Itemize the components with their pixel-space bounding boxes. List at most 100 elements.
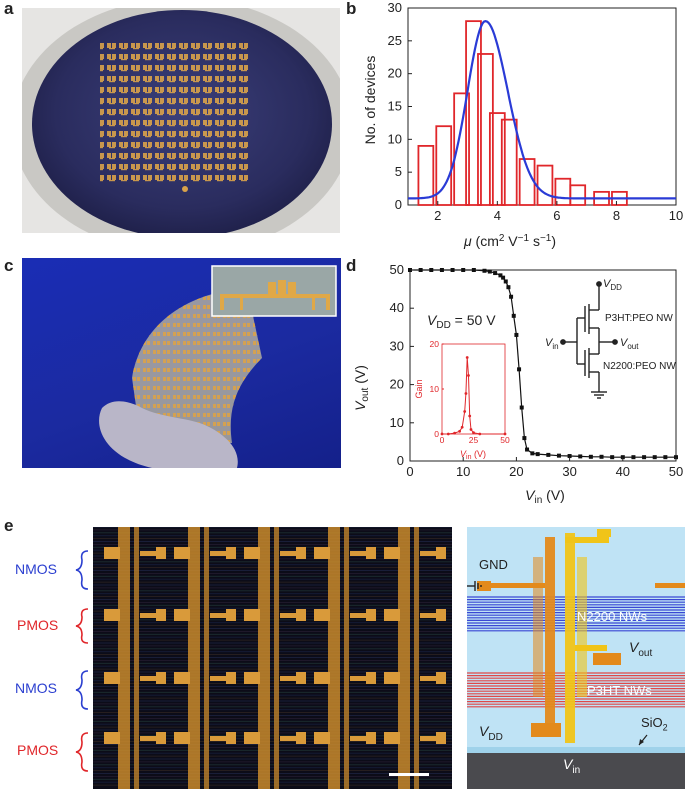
transfer-curve-point <box>663 455 668 460</box>
transfer-curve-point <box>471 268 476 272</box>
chart-d-xtick-label: 50 <box>669 464 683 479</box>
schematic-illustration <box>467 529 685 789</box>
wafer-photo <box>22 8 340 233</box>
inset-xtick-label: 0 <box>440 435 445 445</box>
inset-xtick-label: 25 <box>469 435 479 445</box>
panel-letter-a: a <box>4 0 14 18</box>
circuit-vdd-label: VDD <box>603 278 622 292</box>
panel-e-row-labels: NMOS PMOS NMOS PMOS <box>0 525 100 785</box>
row-braces <box>75 550 89 772</box>
chart-d-xtick-label: 20 <box>509 464 523 479</box>
chart-b-ytick-label: 25 <box>388 33 402 48</box>
chart-b-xtick-label: 8 <box>613 208 620 223</box>
chart-d-ytick-label: 20 <box>390 377 404 392</box>
transfer-curve-point <box>517 367 522 372</box>
chart-b-ytick-label: 15 <box>388 99 402 114</box>
inset-frame <box>441 343 506 435</box>
flexible-device-illustration <box>99 265 337 468</box>
chart-d-xtick-label: 10 <box>456 464 470 479</box>
chart-b-xtick-label: 2 <box>434 208 441 223</box>
gain-curve-point <box>468 414 472 418</box>
chart-d-xtick-label: 30 <box>562 464 576 479</box>
gaussian-fit-line <box>408 19 676 200</box>
transfer-curve-point <box>631 455 636 460</box>
transfer-curve-point <box>493 271 498 276</box>
schematic-vout-label: Vout <box>629 639 653 659</box>
inverter-circuit <box>560 281 618 399</box>
gain-curve-point <box>446 432 450 436</box>
row-label-nmos-1: NMOS <box>15 561 57 577</box>
chart-b-ytick-label: 20 <box>388 66 402 81</box>
transfer-curve-point <box>525 447 530 452</box>
inset-ytick-label: 0 <box>434 429 439 439</box>
chart-b-xlabel: μ (cm2 V−1 s−1) <box>463 233 556 249</box>
circuit-top-label: P3HT:PEO NW <box>605 313 673 324</box>
histogram-bar <box>453 92 470 206</box>
inset-ytick-label: 20 <box>430 339 440 349</box>
circuit-bottom-label: N2200:PEO NW <box>603 361 676 372</box>
transfer-curve-point <box>535 452 540 457</box>
transfer-curve-point <box>418 268 423 272</box>
row-label-pmos-1: PMOS <box>17 617 59 633</box>
transfer-curve-point <box>509 294 514 299</box>
histogram-bar <box>500 118 518 206</box>
gain-curve-point <box>465 356 469 359</box>
transfer-curve-point <box>556 453 561 458</box>
histogram-bar <box>477 53 494 206</box>
panel-letter-e: e <box>4 516 14 535</box>
chart-d-xtick-label: 40 <box>616 464 630 479</box>
wafer-illustration <box>22 8 340 233</box>
circuit-vout-label: Vout <box>620 337 639 351</box>
transfer-curve-point <box>578 454 583 459</box>
gain-curve-point <box>458 429 462 433</box>
device-schematic: GND N2200 NWs Vout P3HT NWs VDD SiO2 Vin <box>467 527 685 789</box>
histogram-bar <box>554 177 572 206</box>
transfer-curve-point <box>511 313 516 318</box>
histogram-bar <box>435 125 453 206</box>
chart-d-ytick-label: 0 <box>397 453 404 468</box>
schematic-gnd-label: GND <box>479 557 508 572</box>
transfer-curve-point <box>642 455 647 460</box>
chart-d-xtick-label: 0 <box>406 464 413 479</box>
chart-b-xtick-label: 10 <box>669 208 683 223</box>
panel-letter-c: c <box>4 256 14 275</box>
gain-curve-point <box>464 392 468 395</box>
transfer-curve-point <box>588 454 593 459</box>
scale-bar <box>389 773 429 776</box>
panel-letter-d: d <box>346 256 357 275</box>
inset-ylabel: Gain <box>414 379 424 398</box>
gain-curve-point <box>463 410 467 413</box>
panel-letter-b: b <box>346 0 357 18</box>
chart-b: 2 4 6 8 10 0 5 10 15 20 25 30 No. of devices μ (cm2… <box>362 0 683 249</box>
gain-curve-point <box>469 428 473 431</box>
transfer-curve-point <box>567 454 572 459</box>
chart-d-ytick-label: 30 <box>390 338 404 353</box>
transfer-curve-point <box>522 436 527 441</box>
gain-curve-point <box>478 432 482 436</box>
histogram-bar <box>536 164 554 206</box>
chart-b-xtick-label: 4 <box>494 208 501 223</box>
micrograph-illustration <box>93 527 452 789</box>
flexible-device-photo <box>22 258 341 468</box>
schematic-n2200-label: N2200 NWs <box>577 609 648 624</box>
transfer-curve-point <box>439 268 444 272</box>
histogram-bar <box>465 20 482 206</box>
schematic-vdd-label: VDD <box>479 723 503 743</box>
inset-ytick-label: 10 <box>430 384 440 394</box>
inset-xlabel: Vin (V) <box>460 449 486 461</box>
transfer-curve-point <box>503 279 508 284</box>
transfer-curve-point <box>506 285 511 290</box>
transfer-curve-point <box>498 273 503 278</box>
chart-d: 0 10 20 30 40 50 0 10 20 30 40 50 0 25 50 0 10 20 Gain Vin… <box>352 262 683 506</box>
gain-curve-point <box>460 425 464 429</box>
gain-curve-point <box>503 432 507 436</box>
circuit-vin-label: Vin <box>545 337 559 351</box>
transfer-curve-point <box>514 332 519 337</box>
chart-b-xtick-label: 6 <box>553 208 560 223</box>
gain-curve-point <box>453 431 456 435</box>
chart-b-ylabel: No. of devices <box>362 56 378 145</box>
chart-d-frame <box>409 269 677 462</box>
transfer-curve-point <box>530 451 535 456</box>
transfer-curve-point <box>599 454 604 459</box>
transfer-curve-point <box>519 405 524 410</box>
